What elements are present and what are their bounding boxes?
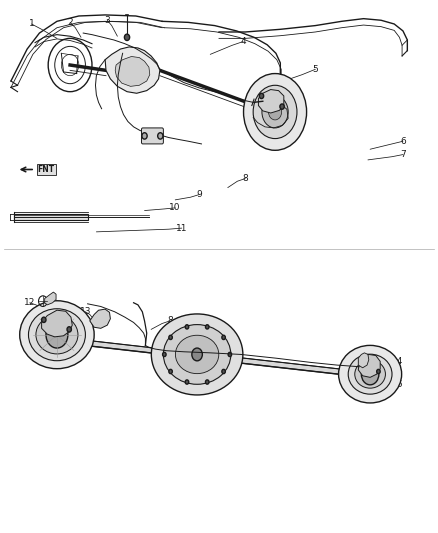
Circle shape <box>222 335 226 340</box>
Text: 14: 14 <box>392 357 403 366</box>
Circle shape <box>169 335 172 340</box>
Text: 5: 5 <box>312 65 318 74</box>
Circle shape <box>46 321 68 348</box>
Circle shape <box>228 352 232 357</box>
Ellipse shape <box>175 335 219 374</box>
Polygon shape <box>358 354 380 377</box>
Ellipse shape <box>152 314 243 395</box>
Polygon shape <box>105 47 160 93</box>
Text: 6: 6 <box>400 137 406 146</box>
Circle shape <box>158 133 163 139</box>
Circle shape <box>253 85 297 139</box>
Circle shape <box>268 104 282 120</box>
Circle shape <box>205 325 209 329</box>
Text: 1: 1 <box>28 20 35 28</box>
Circle shape <box>222 369 226 374</box>
Circle shape <box>185 325 189 329</box>
Text: 10: 10 <box>170 204 181 212</box>
Ellipse shape <box>20 301 94 369</box>
Polygon shape <box>258 90 284 113</box>
Circle shape <box>42 317 46 322</box>
Polygon shape <box>90 309 110 328</box>
Polygon shape <box>14 214 88 220</box>
Ellipse shape <box>36 316 78 354</box>
Text: 16: 16 <box>392 381 403 389</box>
Circle shape <box>359 359 362 364</box>
Circle shape <box>205 380 209 384</box>
Circle shape <box>67 327 71 332</box>
Circle shape <box>262 96 288 128</box>
Text: 8: 8 <box>242 174 248 183</box>
Ellipse shape <box>163 325 231 384</box>
Text: FNT: FNT <box>38 165 55 174</box>
Ellipse shape <box>339 345 402 403</box>
Circle shape <box>244 74 307 150</box>
Text: 15: 15 <box>392 369 403 377</box>
Circle shape <box>162 352 166 357</box>
Circle shape <box>259 93 264 99</box>
Circle shape <box>192 348 202 361</box>
Ellipse shape <box>348 354 392 394</box>
Text: 7: 7 <box>400 150 406 159</box>
Ellipse shape <box>355 360 385 388</box>
Circle shape <box>142 133 147 139</box>
Text: 4: 4 <box>240 37 246 46</box>
FancyBboxPatch shape <box>141 128 163 144</box>
Polygon shape <box>115 56 150 86</box>
Polygon shape <box>358 353 369 368</box>
Text: 8: 8 <box>167 317 173 325</box>
Circle shape <box>361 364 379 385</box>
Circle shape <box>377 369 380 374</box>
Circle shape <box>169 369 172 374</box>
Circle shape <box>185 380 189 384</box>
Circle shape <box>124 34 130 41</box>
Ellipse shape <box>28 309 85 361</box>
Polygon shape <box>42 310 72 337</box>
Circle shape <box>280 104 284 109</box>
Text: 3: 3 <box>104 16 110 25</box>
Text: 11: 11 <box>176 224 187 232</box>
Text: 2: 2 <box>67 18 73 27</box>
Text: 12: 12 <box>24 298 35 307</box>
Text: 13: 13 <box>80 308 91 316</box>
Text: 9: 9 <box>196 190 202 199</box>
Polygon shape <box>45 292 56 305</box>
Polygon shape <box>37 335 385 379</box>
